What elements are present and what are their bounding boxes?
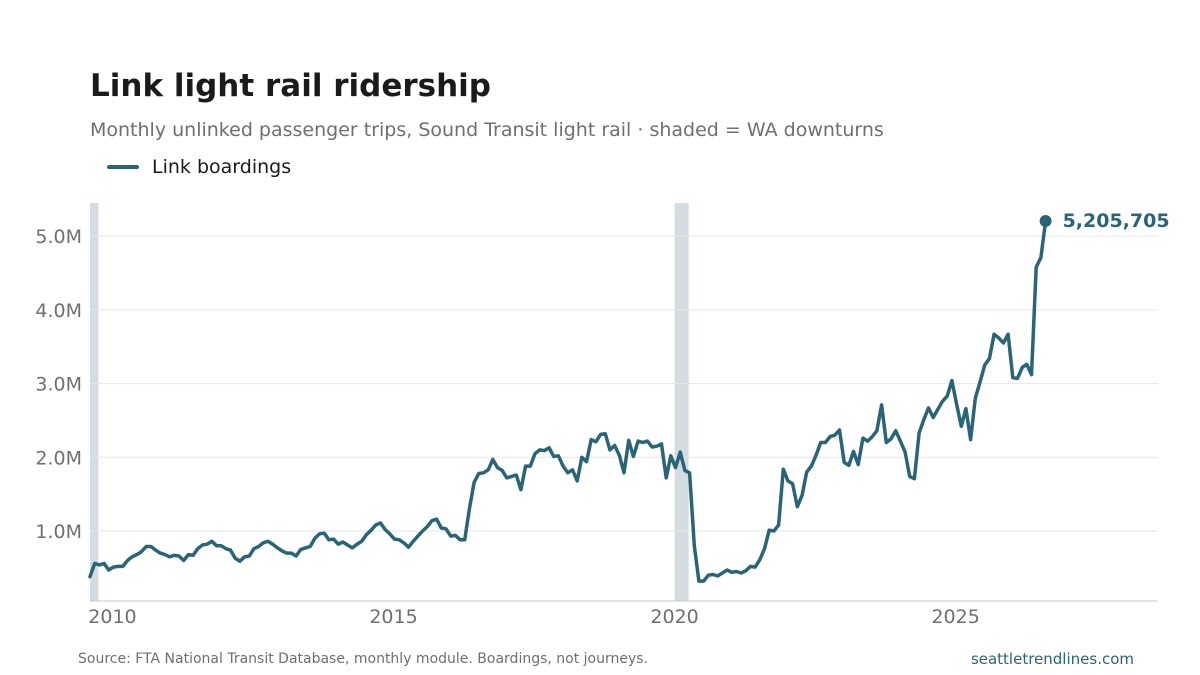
downturn-band [90,203,99,601]
x-tick-label: 2010 [88,606,136,628]
legend: Link boardings [107,156,291,178]
source-note: Source: FTA National Transit Database, m… [78,651,649,667]
downturn-band [674,203,689,601]
endpoint-marker [1039,215,1052,228]
chart-subtitle: Monthly unlinked passenger trips, Sound … [90,119,884,141]
y-tick-label: 3.0M [35,374,82,396]
y-tick-label: 2.0M [35,447,82,469]
brand-link[interactable]: seattletrendlines.com [970,650,1134,668]
chart-title: Link light rail ridership [90,68,491,104]
y-tick-label: 4.0M [35,300,82,322]
x-tick-label: 2015 [369,606,417,628]
legend-label: Link boardings [152,156,292,178]
x-tick-label: 2020 [650,606,698,628]
y-tick-label: 1.0M [35,521,82,543]
legend-swatch [107,165,139,169]
endpoint-label: 5,205,705 [1063,210,1170,232]
y-tick-label: 5.0M [35,226,82,248]
series-line-link-boardings [88,219,1048,583]
x-tick-label: 2025 [931,606,979,628]
